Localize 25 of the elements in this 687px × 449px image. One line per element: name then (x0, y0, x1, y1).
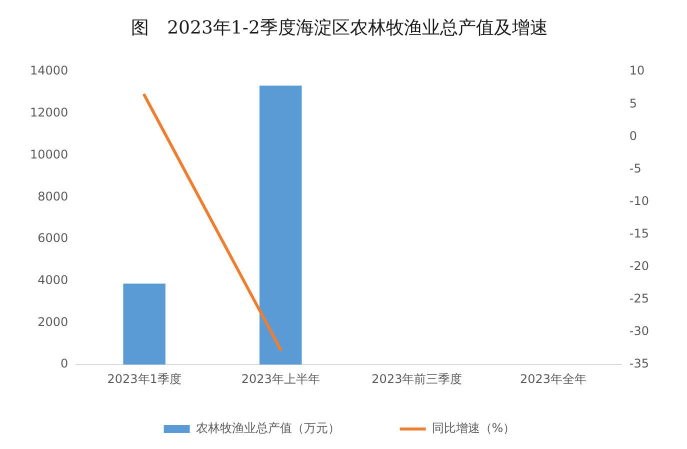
y2-tick-label: -15 (629, 226, 650, 241)
y-tick-label: 14000 (30, 64, 68, 78)
y2-tick-label: -35 (629, 356, 650, 371)
y-tick-label: 12000 (30, 106, 68, 120)
y2-tick-label: -30 (629, 324, 650, 338)
x-tick-label: 2023年前三季度 (372, 372, 462, 386)
y2-tick-label: -5 (629, 161, 642, 176)
y-tick-label: 10000 (30, 147, 68, 162)
y-tick-label: 2000 (38, 314, 68, 329)
legend-label: 同比增速（%） (432, 421, 516, 436)
y2-tick-label: -20 (629, 259, 650, 274)
y2-tick-label: 0 (629, 128, 638, 143)
y2-tick-label: -25 (629, 292, 650, 306)
legend-label: 农林牧渔业总产值（万元） (196, 421, 340, 436)
y2-tick-label: -10 (629, 194, 650, 208)
y-tick-label: 4000 (38, 273, 68, 288)
y-tick-label: 0 (60, 356, 68, 371)
y-tick-label: 8000 (38, 189, 68, 204)
x-tick-label: 2023年全年 (520, 372, 587, 386)
y-tick-label: 6000 (38, 231, 68, 246)
y2-tick-label: 5 (629, 96, 638, 110)
x-tick-label: 2023年1季度 (107, 372, 182, 386)
x-tick-label: 2023年上半年 (241, 372, 320, 386)
chart-title: 图 2023年1-2季度海淀区农林牧渔业总产值及增速 (131, 17, 548, 38)
y2-tick-label: 10 (629, 64, 645, 78)
